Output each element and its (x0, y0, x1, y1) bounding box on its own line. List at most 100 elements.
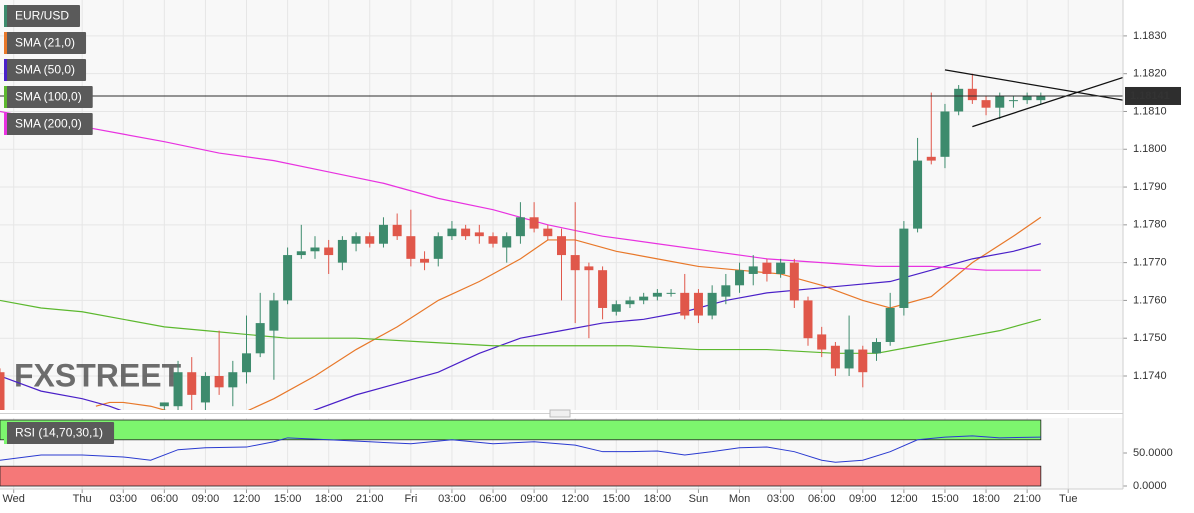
candle-body (981, 100, 991, 108)
candle-body (735, 270, 745, 286)
candle-body (283, 255, 293, 301)
candle-body (598, 270, 608, 308)
x-tick-label: Wed (2, 493, 24, 505)
candle-body (488, 236, 498, 244)
legend-label: SMA (21,0) (15, 36, 75, 50)
candle-body (913, 160, 923, 229)
candle-body (242, 353, 252, 373)
y-tick-label: 50.0000 (1133, 447, 1173, 459)
last-price-box (1125, 86, 1181, 105)
candle-body (776, 262, 786, 274)
x-tick-label: 15:00 (274, 493, 302, 505)
x-tick-label: 06:00 (808, 493, 836, 505)
candle-body (392, 224, 402, 237)
candle-body (639, 296, 649, 301)
candle-body (940, 111, 950, 157)
y-tick-label: 1.1740 (1133, 370, 1167, 382)
x-tick-label: 12:00 (561, 493, 589, 505)
candle-body (447, 228, 457, 237)
candle-body (324, 247, 334, 256)
legend-box (4, 32, 87, 54)
y-tick-label: 1.1780 (1133, 219, 1167, 231)
legend-item[interactable]: SMA (50,0) (4, 59, 87, 81)
candle-body (0, 372, 5, 410)
candle-body (310, 247, 320, 252)
candle-body (228, 372, 238, 388)
candle-body (378, 224, 388, 244)
x-tick-label: 12:00 (233, 493, 261, 505)
candle-body (666, 292, 676, 294)
x-tick-label: 12:00 (890, 493, 918, 505)
candle-body (570, 255, 580, 271)
y-tick-label: 1.1820 (1133, 68, 1167, 80)
legend-label: SMA (200,0) (15, 117, 82, 131)
candle-body (693, 292, 703, 316)
legend-box (4, 59, 87, 81)
candle-body (557, 236, 566, 256)
candle-body (159, 402, 169, 407)
candle-body (214, 375, 224, 388)
x-tick-label: Tue (1059, 493, 1078, 505)
candle-body (954, 88, 964, 112)
candle-body (406, 236, 416, 259)
candle-body (269, 300, 279, 331)
x-tick-label: 03:00 (109, 493, 137, 505)
candle-body (1022, 96, 1032, 101)
last-price-label: 1.18141 (1130, 90, 1170, 102)
x-tick-label: Thu (73, 493, 92, 505)
candle-body (461, 228, 471, 237)
candle-body (995, 96, 1005, 108)
candle-body (967, 88, 977, 101)
y-tick-label: 1.1770 (1133, 257, 1167, 269)
x-tick-label: 06:00 (151, 493, 179, 505)
x-tick-label: 09:00 (849, 493, 877, 505)
candle-body (543, 228, 553, 237)
watermark: STREET (55, 357, 182, 393)
legend-item[interactable]: RSI (14,70,30,1) (4, 422, 115, 444)
x-tick-label: 21:00 (1013, 493, 1041, 505)
overlay: 1.1740 1.1750 1.1760 1.1770 1.1780 1.1790 1.18… (2, 5, 1181, 505)
y-tick-label: 1.1750 (1133, 332, 1167, 344)
candle-body (474, 232, 484, 237)
legend-label: SMA (100,0) (15, 90, 82, 104)
candle-body (529, 217, 539, 229)
x-tick-label: 15:00 (603, 493, 631, 505)
candle-body (255, 323, 265, 354)
series-line (0, 299, 1041, 354)
legend-box (4, 86, 93, 108)
price-plot: FX STREET (0, 69, 1123, 410)
y-tick-label: 1.1760 (1133, 294, 1167, 306)
candle-body (173, 372, 183, 407)
candle-body (748, 266, 758, 274)
candle-body (337, 239, 347, 263)
legend-item[interactable]: EUR/USD (4, 5, 81, 27)
candle-body (707, 292, 717, 316)
candle-body (365, 236, 375, 244)
legend-label: EUR/USD (15, 9, 69, 23)
y-tick-label: 1.1830 (1133, 30, 1167, 42)
candle-body (187, 372, 197, 395)
candle-body (652, 292, 662, 297)
x-tick-label: Sun (689, 493, 709, 505)
series-line (944, 69, 1123, 101)
legend-item[interactable]: SMA (100,0) (4, 86, 93, 108)
candle-body (762, 262, 772, 274)
candle-body (680, 292, 690, 316)
candle-body (789, 262, 799, 301)
rsi-band (0, 465, 1042, 487)
y-tick-label: 1.1800 (1133, 143, 1167, 155)
legend-item[interactable]: SMA (21,0) (4, 32, 87, 54)
candle-body (926, 156, 936, 161)
legend-item[interactable]: SMA (200,0) (4, 113, 93, 135)
x-tick-label: Mon (729, 493, 750, 505)
series-line (0, 435, 1041, 463)
resize-handle[interactable] (549, 409, 571, 418)
legend-label: RSI (14,70,30,1) (15, 426, 103, 440)
y-tick-label: 1.1790 (1133, 181, 1167, 193)
legend-swatch (4, 32, 7, 54)
legend-swatch (4, 422, 7, 444)
candle-body (817, 334, 827, 350)
candle-body (844, 349, 854, 369)
